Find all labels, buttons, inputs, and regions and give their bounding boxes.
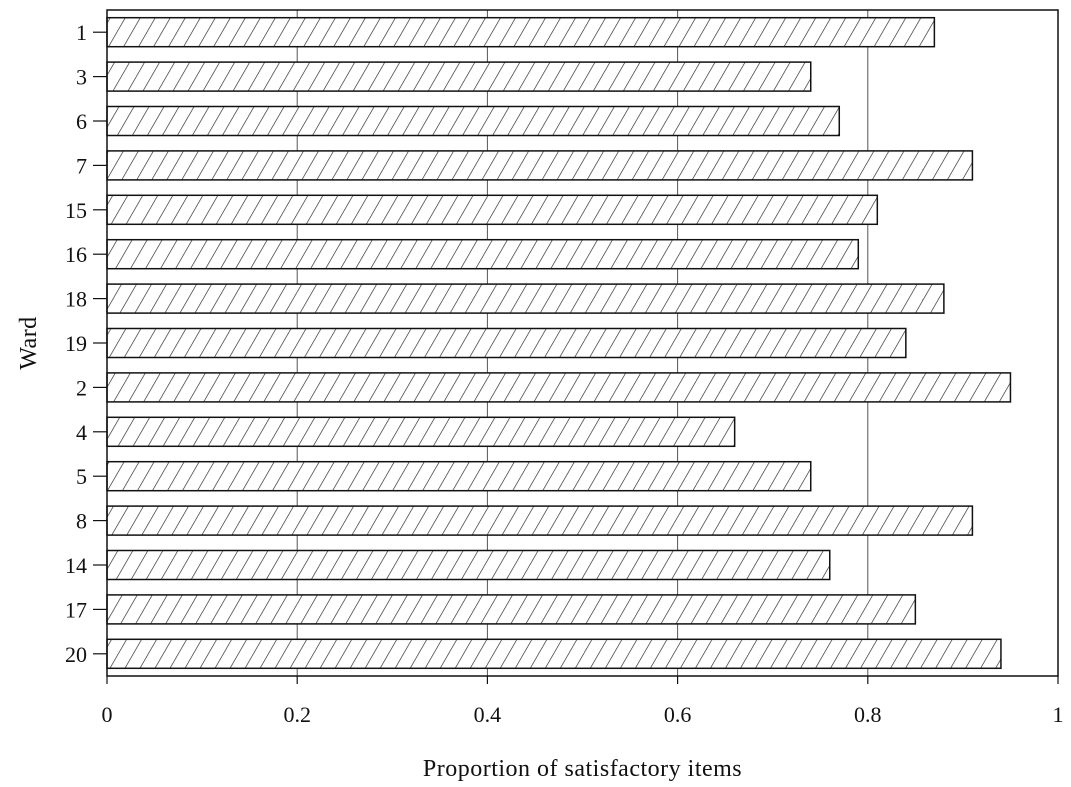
y-tick-label: 14 xyxy=(65,553,87,578)
x-tick-label: 0.4 xyxy=(474,702,502,727)
bar-ward-2 xyxy=(106,372,1012,403)
bar-ward-1 xyxy=(106,16,936,48)
y-tick-label: 6 xyxy=(76,109,87,134)
x-tick-label: 0.6 xyxy=(664,702,692,727)
y-axis: 1 3 6 7 15 16 18 19 2 4 5 8 14 17 20 xyxy=(65,20,107,667)
y-tick-label: 7 xyxy=(76,153,87,178)
bar-ward-19 xyxy=(106,327,907,359)
bar-ward-8 xyxy=(106,505,974,536)
bar-ward-17 xyxy=(106,594,917,625)
bar-ward-16 xyxy=(106,238,860,270)
y-tick-label: 3 xyxy=(76,65,87,90)
y-tick-label: 2 xyxy=(76,375,87,400)
bar-ward-5 xyxy=(106,460,812,492)
x-axis: 0 0.2 0.4 0.6 0.8 1 xyxy=(102,676,1064,727)
y-tick-label: 8 xyxy=(76,509,87,534)
x-axis-title: Proportion of satisfactory items xyxy=(423,756,742,782)
y-tick-label: 15 xyxy=(65,198,87,223)
bar-ward-18 xyxy=(106,283,945,314)
y-tick-label: 1 xyxy=(76,20,87,45)
bar-ward-4 xyxy=(106,416,736,448)
bar-ward-15 xyxy=(106,194,879,226)
bar-ward-20 xyxy=(106,638,1002,670)
x-tick-label: 0.8 xyxy=(854,702,882,727)
y-tick-label: 5 xyxy=(76,464,87,489)
x-tick-label: 0.2 xyxy=(283,702,311,727)
x-tick-label: 0 xyxy=(102,702,113,727)
y-tick-label: 19 xyxy=(65,331,87,356)
y-axis-title: Ward xyxy=(16,316,42,369)
y-tick-label: 4 xyxy=(76,420,87,445)
bars xyxy=(106,16,1012,670)
x-tick-label: 1 xyxy=(1053,702,1064,727)
y-tick-label: 16 xyxy=(65,242,87,267)
bar-ward-14 xyxy=(106,549,831,581)
y-tick-label: 18 xyxy=(65,287,87,312)
y-tick-label: 17 xyxy=(65,597,87,622)
bar-ward-6 xyxy=(106,105,841,137)
y-tick-label: 20 xyxy=(65,642,87,667)
bar-ward-7 xyxy=(106,150,974,181)
bar-ward-3 xyxy=(106,61,812,92)
